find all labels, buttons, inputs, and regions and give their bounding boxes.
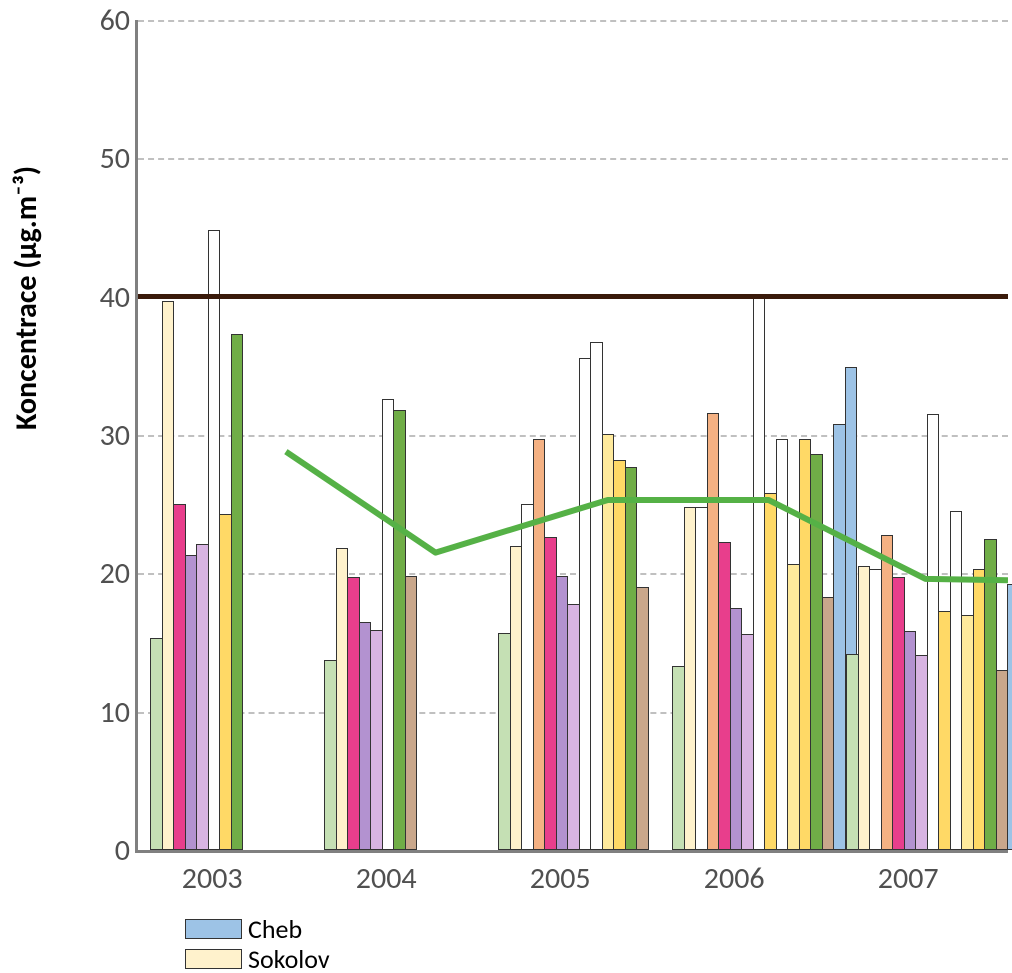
bar (405, 576, 418, 850)
chart-container: Koncentrace (µg.m⁻³) ChebSokolov 0 10 20 30… (0, 0, 1012, 973)
bar (231, 334, 244, 850)
grid-line (138, 158, 1008, 160)
x-tick-label: 2007 (856, 860, 960, 897)
y-tick-label: 10 (80, 694, 130, 731)
x-tick-label: 2003 (160, 860, 264, 897)
x-tick-label: 2005 (508, 860, 612, 897)
y-tick-label: 0 (80, 832, 130, 869)
y-axis-label: Koncentrace (µg.m⁻³) (8, 166, 45, 430)
limit-line (138, 294, 1008, 299)
y-tick-label: 30 (80, 417, 130, 454)
x-tick-label: 2006 (682, 860, 786, 897)
x-tick-label: 2004 (334, 860, 438, 897)
legend-item: Cheb (185, 914, 330, 944)
y-tick-label: 60 (80, 2, 130, 39)
grid-line (138, 20, 1008, 22)
plot-area (135, 20, 1008, 853)
grid-line (138, 435, 1008, 437)
bar (1007, 584, 1012, 850)
legend: ChebSokolov (185, 914, 330, 973)
legend-label: Cheb (248, 913, 302, 945)
legend-label: Sokolov (248, 943, 330, 973)
y-tick-label: 50 (80, 140, 130, 177)
bar (636, 587, 649, 850)
y-tick-label: 20 (80, 555, 130, 592)
legend-swatch (185, 919, 242, 939)
legend-item: Sokolov (185, 944, 330, 973)
y-tick-label: 40 (80, 279, 130, 316)
legend-swatch (185, 949, 242, 969)
